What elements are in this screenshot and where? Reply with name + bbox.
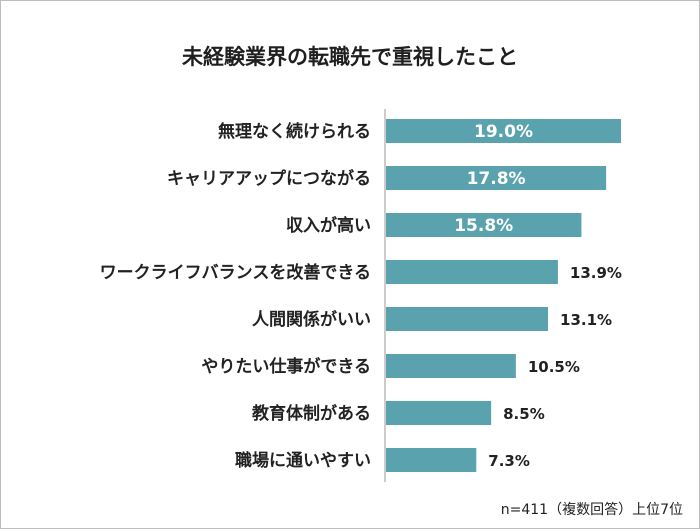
- data-label: 15.8%: [454, 216, 513, 236]
- bar: [386, 119, 621, 143]
- data-label: 13.9%: [570, 264, 622, 282]
- chart-title: 未経験業界の転職先で重視したこと: [182, 45, 518, 69]
- data-label: 13.1%: [560, 311, 612, 329]
- category-label: キャリアアップにつながる: [167, 168, 371, 189]
- bar: [386, 354, 516, 378]
- category-label: 職場に通いやすい: [235, 450, 371, 471]
- category-label: 無理なく続けられる: [218, 121, 371, 142]
- category-label: ワークライフバランスを改善できる: [100, 262, 371, 283]
- data-label: 7.3%: [488, 452, 530, 470]
- bar: [386, 307, 549, 331]
- bar: [386, 401, 492, 425]
- data-label: 8.5%: [503, 405, 545, 423]
- category-label: 教育体制がある: [251, 403, 371, 424]
- bar: [386, 448, 477, 472]
- bar: [386, 166, 607, 190]
- bar: [386, 260, 558, 284]
- category-label: やりたい仕事ができる: [201, 356, 371, 377]
- category-label: 人間関係がいい: [252, 309, 371, 330]
- data-label: 17.8%: [467, 169, 526, 189]
- category-label: 収入が高い: [286, 215, 371, 236]
- sample-note: n=411（複数回答）上位7位: [500, 502, 683, 518]
- data-label: 19.0%: [474, 122, 533, 142]
- data-label: 10.5%: [528, 358, 580, 376]
- bar: [386, 213, 582, 237]
